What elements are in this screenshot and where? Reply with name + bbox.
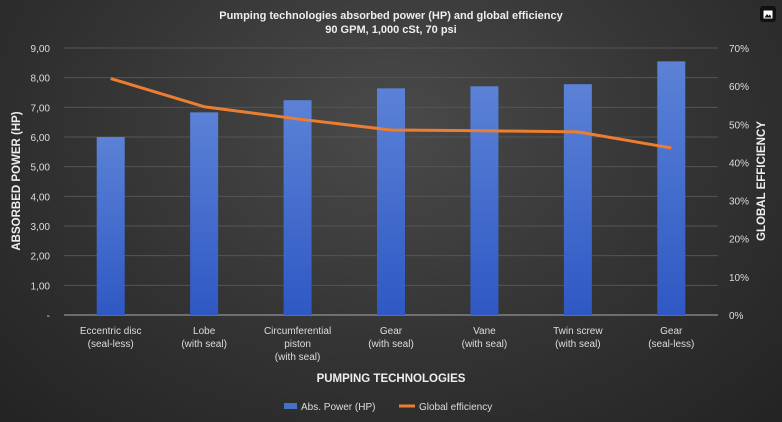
y2-tick-label: 20% (729, 235, 749, 246)
y-tick-label: 2,00 (31, 252, 51, 263)
y2-axis-title: GLOBAL EFFICIENCY (756, 121, 768, 241)
x-tick-label: Vane (473, 326, 496, 337)
y2-tick-label: 50% (729, 120, 749, 131)
y-tick-label: 3,00 (31, 222, 51, 233)
x-tick-label: Circumferential (264, 326, 331, 337)
legend-bar-label: Abs. Power (HP) (301, 402, 375, 413)
x-tick-label: (seal-less) (88, 339, 134, 350)
x-tick-label: (with seal) (368, 339, 414, 350)
y2-tick-label: 60% (729, 82, 749, 93)
x-tick-label: (with seal) (555, 339, 601, 350)
subtitle-line: 90 GPM, 1,000 cSt, 70 psi (325, 24, 457, 36)
y2-tick-label: 10% (729, 273, 749, 284)
y2-tick-label: 40% (729, 158, 749, 169)
y-tick-label: 9,00 (31, 44, 51, 55)
x-tick-label: Lobe (193, 326, 216, 337)
y-tick-label: 1,00 (31, 281, 51, 292)
image-icon[interactable] (760, 6, 776, 22)
x-tick-label: Gear (380, 326, 403, 337)
x-tick-label: (with seal) (181, 339, 227, 350)
bar-2 (283, 100, 312, 315)
x-tick-label: Eccentric disc (80, 326, 142, 337)
x-tick-label: (seal-less) (648, 339, 694, 350)
bar-3 (377, 88, 405, 315)
x-tick-label: piston (284, 339, 311, 350)
chart-title: Pumping technologies absorbed power (HP)… (0, 9, 782, 37)
y-tick-label: 4,00 (31, 192, 51, 203)
y-tick-label: 7,00 (31, 103, 51, 114)
bar-0 (96, 137, 125, 315)
bar-6 (657, 61, 686, 315)
x-axis-title: PUMPING TECHNOLOGIES (317, 373, 466, 385)
legend-line-label: Global efficiency (419, 402, 492, 413)
y-tick-label: 6,00 (31, 133, 51, 144)
bar-5 (563, 84, 592, 316)
x-tick-label: Twin screw (553, 326, 603, 337)
y-tick-label: - (47, 311, 50, 322)
bar-1 (190, 112, 219, 315)
x-tick-label: Gear (660, 326, 683, 337)
title-line: Pumping technologies absorbed power (HP)… (219, 10, 563, 22)
x-tick-label: (with seal) (275, 352, 321, 363)
y2-tick-label: 70% (729, 44, 749, 55)
y-axis-title: ABSORBED POWER (HP) (11, 111, 23, 250)
y-tick-label: 5,00 (31, 163, 51, 174)
y-tick-label: 8,00 (31, 74, 51, 85)
y2-tick-label: 0% (729, 311, 744, 322)
legend-bar-swatch (284, 403, 297, 409)
x-tick-label: (with seal) (462, 339, 508, 350)
bar-4 (470, 86, 499, 316)
y2-tick-label: 30% (729, 197, 749, 208)
